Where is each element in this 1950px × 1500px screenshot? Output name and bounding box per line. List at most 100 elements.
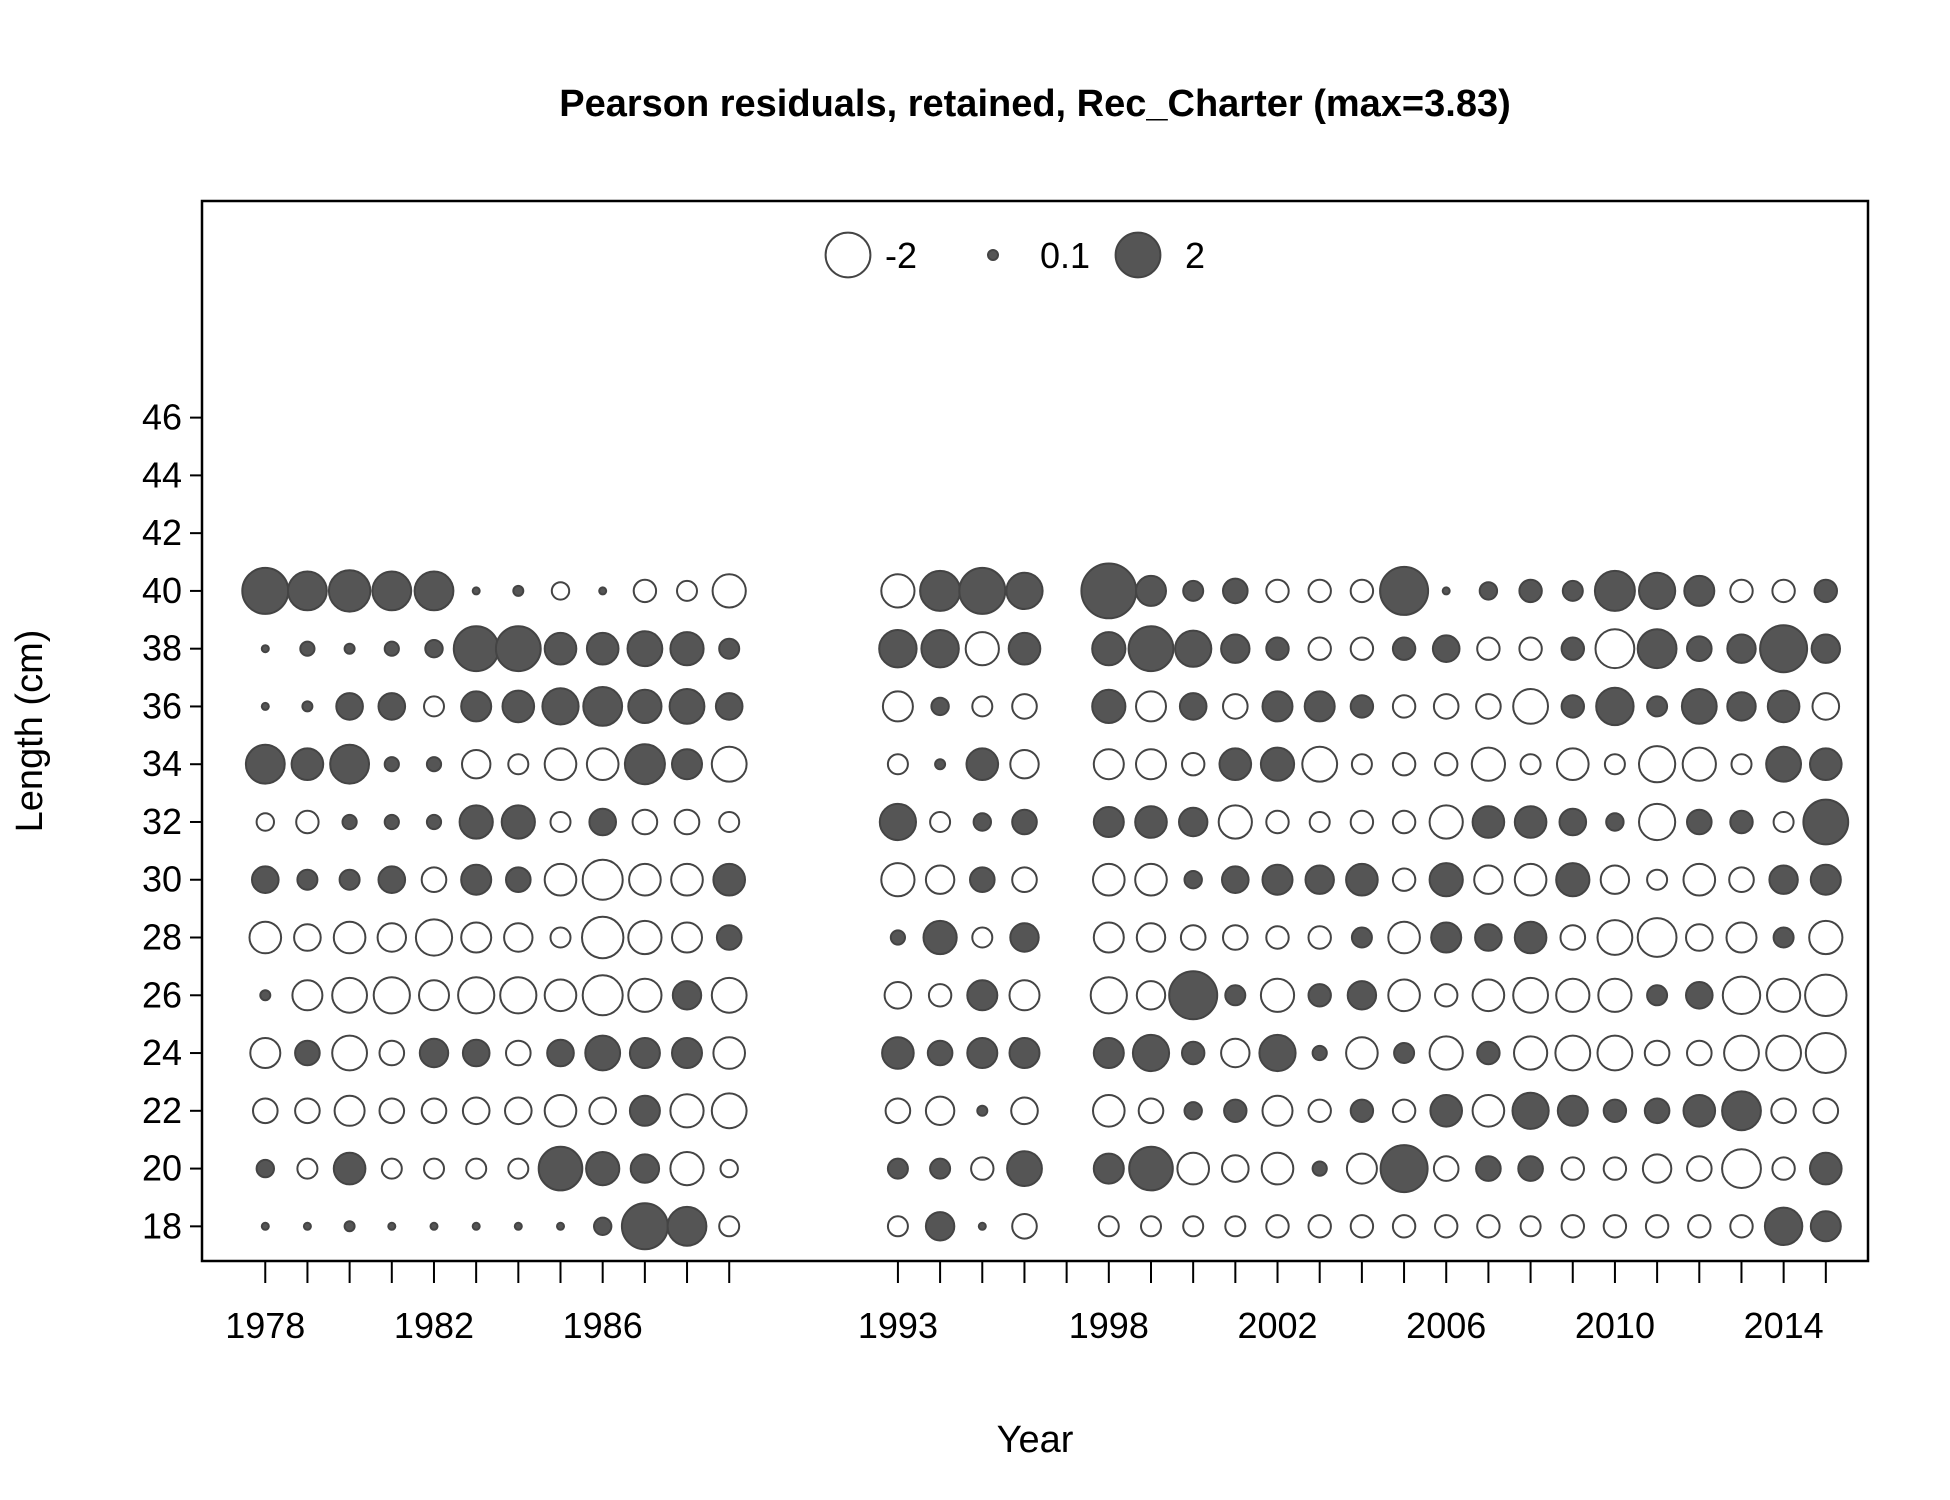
- residual-bubble-2011-18: [1644, 1214, 1670, 1239]
- residual-bubble-2002-22: [1261, 1094, 1294, 1127]
- residual-bubble-1983-24: [461, 1038, 491, 1068]
- residual-bubble-2009-30: [1555, 862, 1591, 898]
- x-axis-title: Year: [997, 1419, 1074, 1461]
- residual-bubble-1979-36: [301, 700, 314, 713]
- residual-bubble-2011-28: [1636, 917, 1678, 958]
- residual-bubble-2010-32: [1605, 812, 1625, 832]
- residual-bubble-2000-38: [1174, 629, 1213, 668]
- residual-bubble-1989-32: [718, 811, 741, 833]
- residual-bubble-1984-30: [505, 866, 532, 894]
- residual-bubble-2007-28: [1474, 923, 1503, 952]
- residual-bubble-1987-26: [627, 977, 663, 1013]
- residual-bubble-2011-40: [1638, 571, 1677, 611]
- residual-bubble-2015-34: [1809, 747, 1843, 782]
- residual-bubble-2005-34: [1391, 752, 1417, 777]
- residual-bubble-2010-20: [1602, 1156, 1628, 1181]
- residual-bubble-1995-22: [976, 1104, 989, 1117]
- residual-bubble-1986-22: [588, 1096, 618, 1126]
- residual-bubble-2009-36: [1560, 694, 1586, 719]
- chart-title: Pearson residuals, retained, Rec_Charter…: [559, 83, 1511, 125]
- residual-bubble-2007-32: [1471, 805, 1506, 839]
- residual-bubble-1986-32: [588, 807, 618, 837]
- residual-bubble-1987-20: [629, 1153, 661, 1184]
- residual-bubble-1984-40: [512, 584, 525, 597]
- residual-bubble-1989-28: [715, 924, 743, 951]
- residual-bubble-1979-24: [294, 1039, 321, 1067]
- residual-bubble-1986-30: [581, 858, 624, 901]
- residual-bubble-1989-40: [711, 573, 747, 609]
- residual-bubble-2014-32: [1772, 811, 1795, 833]
- legend-small-marker: [987, 249, 999, 261]
- residual-bubble-2011-20: [1641, 1153, 1673, 1184]
- residual-bubble-1982-36: [423, 695, 445, 718]
- residual-bubble-1985-32: [549, 811, 572, 833]
- residual-bubble-2009-20: [1560, 1156, 1586, 1181]
- residual-bubble-2013-34: [1730, 753, 1753, 776]
- residual-bubble-1987-30: [628, 862, 662, 897]
- residual-bubble-1993-24: [881, 1036, 915, 1070]
- residual-bubble-1980-30: [338, 868, 361, 891]
- residual-bubble-2000-24: [1181, 1040, 1206, 1066]
- residual-bubble-1986-28: [581, 915, 625, 960]
- residual-bubble-1996-30: [1011, 866, 1038, 894]
- residual-bubble-2003-36: [1303, 690, 1336, 723]
- residual-bubble-2002-26: [1259, 977, 1296, 1013]
- residual-bubble-2009-22: [1556, 1094, 1589, 1127]
- residual-bubble-2012-18: [1687, 1214, 1712, 1239]
- residual-bubble-1998-24: [1092, 1037, 1125, 1069]
- residual-bubble-2010-30: [1599, 864, 1631, 895]
- residual-bubble-1986-38: [585, 631, 620, 666]
- residual-bubble-1993-32: [878, 802, 918, 842]
- residual-bubble-2006-26: [1434, 983, 1459, 1008]
- residual-bubble-2010-26: [1597, 977, 1633, 1013]
- residual-bubble-2005-18: [1391, 1214, 1417, 1239]
- residual-bubble-2000-30: [1183, 870, 1203, 890]
- residual-bubble-1982-40: [413, 570, 455, 612]
- x-tick-label-1993: 1993: [858, 1305, 938, 1346]
- residual-bubble-2004-30: [1345, 862, 1379, 897]
- residual-bubble-2014-18: [1763, 1206, 1804, 1247]
- residual-bubble-2014-34: [1765, 745, 1802, 783]
- residual-bubble-2013-30: [1728, 866, 1755, 894]
- residual-bubble-1981-38: [383, 640, 400, 657]
- residual-bubble-2002-34: [1259, 746, 1296, 782]
- residual-bubble-1987-28: [627, 919, 663, 956]
- residual-bubble-1982-30: [420, 866, 448, 894]
- residual-bubble-1982-28: [414, 918, 454, 957]
- residual-bubble-1994-34: [934, 758, 947, 771]
- residual-bubble-2006-30: [1428, 862, 1464, 898]
- residual-bubble-1994-22: [924, 1095, 956, 1127]
- residual-bubble-1995-26: [966, 979, 999, 1012]
- residual-bubble-2015-22: [1812, 1097, 1840, 1125]
- y-tick-label-44: 44: [142, 454, 182, 495]
- residual-bubble-1985-24: [546, 1038, 575, 1068]
- residual-bubble-1993-34: [886, 753, 909, 776]
- legend-label-positive: 2: [1185, 235, 1205, 276]
- y-tick-label-32: 32: [142, 801, 182, 842]
- residual-bubble-1998-26: [1089, 976, 1128, 1015]
- residual-bubble-2006-20: [1432, 1155, 1460, 1182]
- residual-bubble-2002-38: [1265, 636, 1290, 661]
- residual-bubble-2008-20: [1517, 1155, 1544, 1182]
- residual-bubble-2004-20: [1345, 1152, 1378, 1185]
- legend-positive-marker: [1114, 231, 1162, 279]
- residual-bubble-1986-18: [593, 1216, 613, 1237]
- residual-bubble-2005-28: [1387, 920, 1421, 955]
- residual-bubble-1979-32: [295, 809, 320, 835]
- residual-bubble-2015-38: [1810, 633, 1842, 664]
- plot-frame: [200, 199, 1870, 1263]
- residual-bubble-1993-40: [880, 573, 916, 609]
- residual-bubble-2010-38: [1594, 628, 1636, 670]
- residual-bubble-2000-28: [1179, 924, 1207, 951]
- residual-bubble-2012-38: [1686, 635, 1713, 663]
- residual-bubble-2015-40: [1813, 578, 1839, 604]
- residual-bubble-2012-26: [1685, 981, 1714, 1010]
- residual-bubble-2004-18: [1349, 1214, 1375, 1239]
- residual-bubble-1988-28: [671, 921, 703, 954]
- x-tick-label-2010: 2010: [1575, 1305, 1655, 1346]
- residual-bubble-2005-20: [1379, 1144, 1429, 1194]
- residual-bubble-2015-24: [1804, 1032, 1847, 1074]
- residual-bubble-1983-32: [458, 804, 494, 840]
- residual-bubble-1995-30: [969, 866, 996, 894]
- residual-bubble-2007-36: [1475, 693, 1502, 720]
